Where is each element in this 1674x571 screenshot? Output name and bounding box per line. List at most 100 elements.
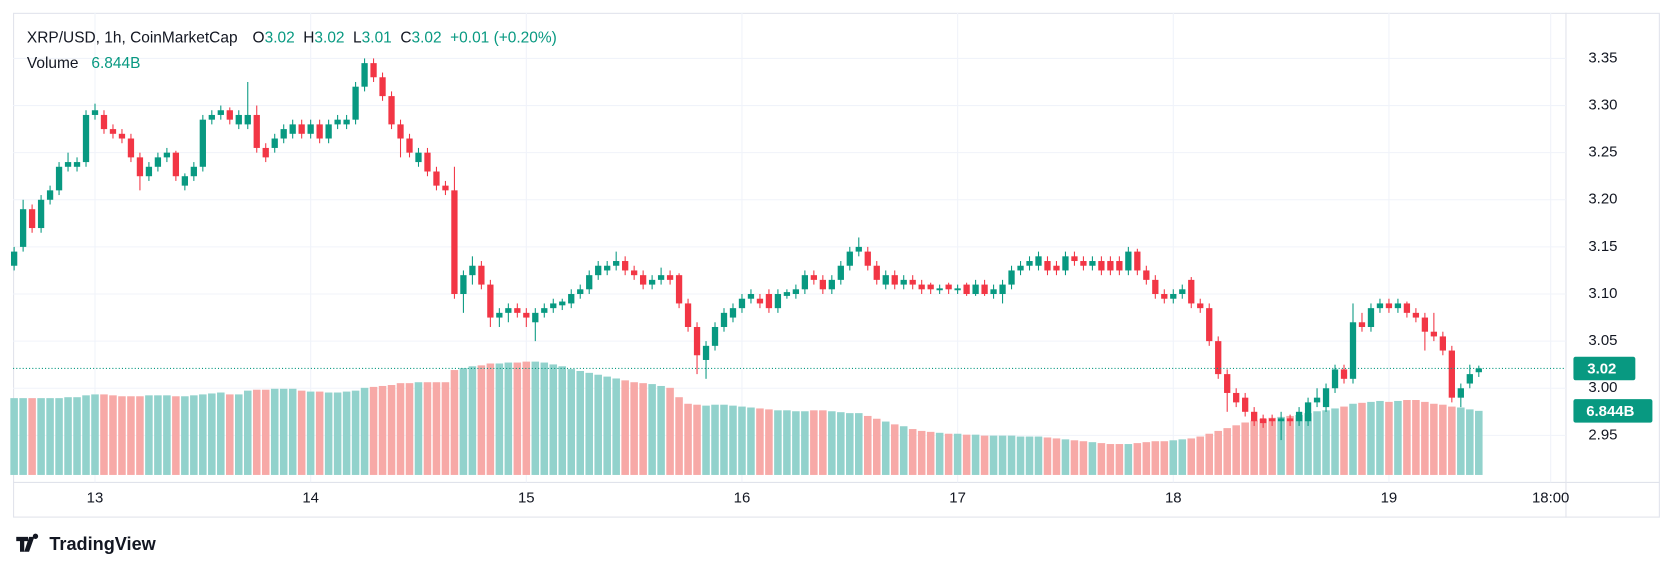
volume-bar [1160, 441, 1169, 475]
volume-bar [1295, 415, 1303, 475]
x-tick-label: 18:00 [1532, 489, 1569, 506]
volume-bar [828, 411, 836, 475]
candle-body [765, 294, 773, 309]
volume-bar [1457, 407, 1465, 475]
volume-bar [738, 406, 746, 475]
candle-body [693, 326, 701, 356]
volume-bar [962, 434, 971, 475]
candle-body [352, 86, 359, 120]
volume-bar [1466, 409, 1474, 475]
candle-body [487, 284, 494, 318]
volume-bar [118, 396, 126, 475]
volume-bar [1214, 430, 1222, 475]
candle-body [1008, 270, 1015, 285]
candle-body [972, 284, 979, 295]
volume-bar [468, 366, 477, 475]
volume-bar [558, 366, 567, 475]
x-tick-label: 18 [1165, 489, 1182, 506]
candle-body [289, 124, 296, 134]
volume-bar [1070, 440, 1079, 475]
volume-bar [872, 418, 881, 475]
candle-body [91, 110, 99, 115]
volume-bar [639, 383, 647, 475]
volume-bar [154, 395, 162, 475]
candle-body [1089, 261, 1096, 266]
candle-body [55, 166, 63, 191]
volume-bar [37, 398, 45, 475]
candle-body [891, 275, 898, 285]
candle-body [846, 251, 853, 266]
volume-bar [720, 404, 728, 475]
candle-body [1277, 418, 1285, 422]
y-tick-label: 3.00 [1588, 379, 1617, 396]
candle-body [1430, 331, 1438, 337]
volume-bar [881, 421, 890, 475]
volume-bar [1196, 436, 1205, 475]
candle-body [1286, 418, 1294, 422]
volume-bar [459, 368, 468, 475]
volume-bar [450, 370, 459, 475]
candle-body [981, 284, 988, 295]
candle-body [1224, 374, 1231, 393]
volume-bar [414, 382, 423, 475]
volume-bar [863, 415, 872, 475]
volume-bar [729, 405, 737, 475]
candle-body [1062, 256, 1069, 271]
volume-bar [1394, 400, 1402, 475]
candle-body [1026, 261, 1033, 266]
candle-body [1367, 308, 1375, 327]
volume-bar [531, 361, 540, 475]
volume-bar [324, 392, 333, 475]
candle-body [577, 289, 584, 295]
volume-bar [1367, 401, 1375, 475]
candle-body [936, 288, 943, 291]
volume-bar [441, 382, 450, 475]
volume-bar [1223, 428, 1231, 475]
ohlc-value: 3.02 [265, 30, 295, 47]
volume-bar [1322, 410, 1330, 475]
candle-body [10, 251, 18, 266]
volume-bar [576, 370, 585, 475]
volume-bar [657, 385, 665, 475]
volume-bar [971, 434, 980, 475]
volume-bar [899, 426, 908, 475]
y-tick-label: 3.30 [1588, 96, 1617, 113]
candle-body [927, 284, 934, 290]
x-tick-label: 19 [1381, 489, 1398, 506]
y-tick-label: 3.15 [1588, 238, 1617, 255]
volume-bar [810, 410, 818, 475]
candles [10, 58, 1482, 441]
ohlc-key: C [400, 30, 411, 47]
volume-bar [1340, 406, 1348, 475]
volume-bar [64, 397, 72, 475]
volume-bar [1232, 425, 1240, 475]
volume-bar [1052, 438, 1061, 475]
volume-bar [926, 431, 935, 475]
candle-body [406, 138, 413, 153]
volume-bar [1331, 408, 1339, 475]
candle-body [945, 284, 952, 290]
last-price-label: 3.02 [1587, 360, 1616, 377]
candle-body [415, 152, 422, 163]
volume-bar [774, 410, 782, 475]
candle-body [1161, 294, 1168, 299]
volume-bar [648, 384, 656, 475]
volume-bar [504, 362, 513, 475]
volume-bar [513, 362, 522, 475]
candle-body [1044, 261, 1051, 271]
candle-body [720, 312, 728, 327]
candle-body [900, 279, 907, 285]
candle-body [873, 265, 880, 280]
volume-bar [747, 407, 755, 475]
volume-bar [1250, 420, 1258, 475]
volume-bar [1304, 413, 1312, 475]
volume-bars [10, 361, 1483, 475]
candle-body [361, 63, 368, 87]
candle-body [253, 114, 260, 148]
candle-body [1385, 303, 1393, 309]
candle-body [1439, 336, 1446, 351]
candle-body [1098, 261, 1105, 271]
candle-body [433, 171, 440, 186]
volume-bar [935, 432, 944, 475]
candle-body [325, 124, 332, 139]
